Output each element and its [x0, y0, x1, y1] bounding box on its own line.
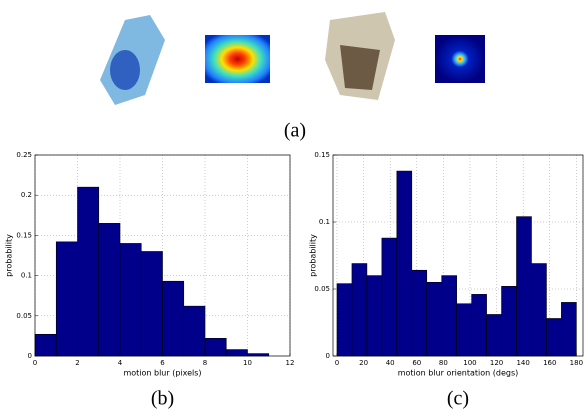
bar [561, 302, 576, 356]
x-axis-label: motion blur (pixels) [123, 369, 201, 378]
y-axis-label: probability [309, 234, 318, 277]
x-tick-label: 2 [75, 359, 79, 367]
caption: (b) [151, 388, 174, 410]
y-tick-label: 0.15 [16, 231, 32, 239]
y-tick-label: 0.05 [16, 312, 32, 320]
x-tick-label: 140 [516, 359, 529, 367]
y-tick-label: 0.25 [16, 151, 32, 159]
y-tick-label: 0.1 [21, 272, 32, 280]
bar [163, 281, 184, 356]
y-axis-label: probability [5, 234, 14, 277]
bar [184, 306, 205, 356]
bar [120, 243, 141, 356]
x-tick-label: 20 [359, 359, 368, 367]
x-tick-label: 80 [439, 359, 448, 367]
x-tick-label: 100 [463, 359, 476, 367]
bar [397, 171, 412, 356]
bar [546, 318, 561, 356]
heatmap [205, 35, 270, 83]
x-axis-label: motion blur orientation (degs) [398, 369, 519, 378]
x-tick-label: 12 [286, 359, 295, 367]
bar [352, 264, 367, 356]
bar [205, 338, 226, 356]
bar [248, 354, 269, 356]
x-tick-label: 0 [33, 359, 37, 367]
bar [427, 282, 442, 356]
bar [472, 294, 487, 356]
caption: (c) [447, 388, 469, 410]
bar [226, 350, 247, 356]
x-tick-label: 120 [490, 359, 503, 367]
y-tick-label: 0.2 [21, 191, 32, 199]
bar [412, 270, 427, 356]
y-tick-label: 0 [28, 352, 32, 360]
heatmap [435, 35, 485, 83]
bar [502, 286, 517, 356]
x-tick-label: 10 [243, 359, 252, 367]
y-tick-label: 0.1 [319, 218, 330, 226]
bar [457, 304, 472, 356]
image-panel [100, 12, 485, 105]
bar [337, 284, 352, 356]
x-tick-label: 180 [570, 359, 583, 367]
x-tick-label: 40 [386, 359, 395, 367]
bar [382, 238, 397, 356]
x-tick-label: 60 [412, 359, 421, 367]
y-tick-label: 0 [326, 352, 330, 360]
x-tick-label: 8 [203, 359, 207, 367]
figure: (a) 0 0.05 0.1 0.15 0.2 0.25 0 2 4 6 8 10 12 motion b… [0, 0, 585, 412]
bar [442, 276, 457, 356]
x-tick-label: 6 [160, 359, 165, 367]
bar [367, 276, 382, 356]
y-tick-label: 0.15 [314, 151, 330, 159]
caption: (a) [284, 120, 306, 142]
bar [141, 251, 162, 356]
bar [99, 223, 120, 356]
x-tick-label: 4 [118, 359, 123, 367]
photo-detail [110, 50, 140, 90]
x-tick-label: 160 [543, 359, 556, 367]
bar [531, 264, 546, 356]
x-tick-label: 0 [335, 359, 339, 367]
bar [56, 242, 77, 356]
bar [78, 187, 99, 356]
bar [517, 217, 532, 356]
bar [35, 334, 56, 356]
bar [487, 314, 502, 356]
y-tick-label: 0.05 [314, 285, 330, 293]
